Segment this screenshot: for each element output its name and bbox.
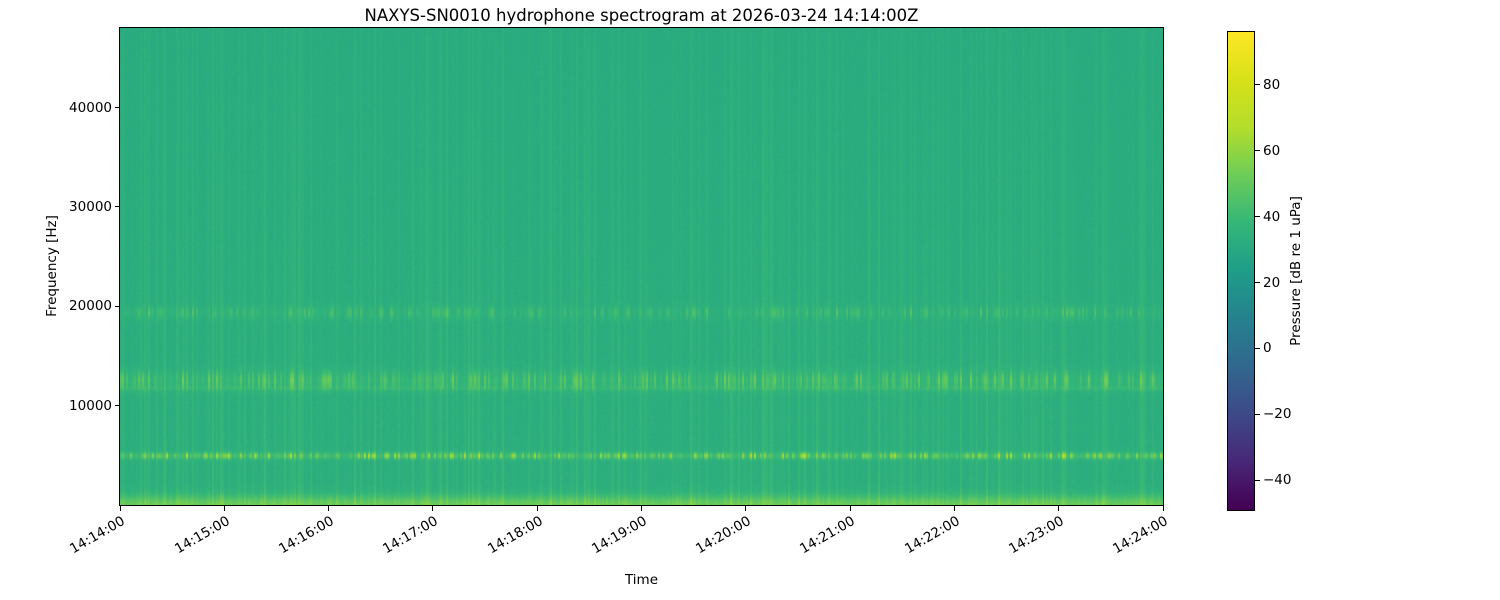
x-tick-label: 14:15:00 bbox=[171, 513, 233, 558]
colorbar-tick-label: −20 bbox=[1263, 406, 1292, 423]
y-tick-mark bbox=[115, 107, 120, 108]
x-tick-label: 14:18:00 bbox=[484, 513, 546, 558]
x-tick-mark bbox=[432, 506, 434, 511]
y-tick-label: 40000 bbox=[69, 99, 112, 116]
x-tick-label: 14:16:00 bbox=[276, 513, 337, 558]
colorbar-tick-label: −40 bbox=[1263, 472, 1292, 489]
x-tick-mark bbox=[119, 506, 121, 511]
colorbar-tick-label: 40 bbox=[1263, 208, 1281, 225]
y-tick-label: 20000 bbox=[69, 298, 112, 315]
colorbar-tick-label: 0 bbox=[1263, 340, 1272, 357]
x-tick-label: 14:23:00 bbox=[1006, 513, 1067, 558]
y-tick-label: 10000 bbox=[69, 397, 112, 414]
colorbar-tick-mark bbox=[1255, 216, 1260, 218]
colorbar-tick-label: 80 bbox=[1263, 76, 1281, 93]
x-tick-mark bbox=[536, 506, 538, 511]
x-tick-label: 14:21:00 bbox=[797, 513, 859, 558]
chart-title: NAXYS-SN0010 hydrophone spectrogram at 2… bbox=[364, 6, 919, 25]
x-tick-label: 14:20:00 bbox=[693, 513, 754, 558]
colorbar-tick-mark bbox=[1255, 150, 1260, 152]
y-tick-label: 30000 bbox=[69, 198, 112, 215]
colorbar-gradient bbox=[1227, 31, 1255, 511]
x-tick-mark bbox=[1058, 506, 1060, 511]
x-tick-mark bbox=[1162, 506, 1164, 511]
y-tick-mark bbox=[115, 405, 120, 407]
colorbar-tick-mark bbox=[1255, 282, 1260, 284]
y-tick-mark bbox=[115, 206, 120, 208]
x-tick-mark bbox=[953, 506, 955, 511]
colorbar-tick-mark bbox=[1255, 84, 1260, 86]
x-axis-label: Time bbox=[624, 572, 659, 588]
x-tick-label: 14:17:00 bbox=[380, 513, 441, 558]
x-tick-label: 14:24:00 bbox=[1110, 513, 1171, 558]
x-tick-mark bbox=[641, 506, 642, 511]
colorbar-label: Pressure [dB re 1 uPa] bbox=[1288, 196, 1304, 346]
x-tick-label: 14:19:00 bbox=[588, 513, 650, 558]
x-tick-mark bbox=[849, 506, 851, 511]
colorbar-tick-mark bbox=[1255, 479, 1260, 481]
x-tick-mark bbox=[328, 506, 330, 511]
spectrogram-heatmap bbox=[119, 27, 1164, 506]
y-tick-mark bbox=[115, 305, 120, 307]
colorbar-tick-label: 60 bbox=[1263, 142, 1281, 159]
x-tick-mark bbox=[223, 506, 225, 511]
x-tick-label: 14:22:00 bbox=[901, 513, 963, 558]
x-tick-mark bbox=[745, 506, 747, 511]
colorbar-tick-mark bbox=[1255, 347, 1260, 349]
x-tick-label: 14:14:00 bbox=[67, 513, 128, 558]
colorbar-tick-mark bbox=[1255, 413, 1260, 415]
colorbar-tick-label: 20 bbox=[1263, 274, 1281, 291]
